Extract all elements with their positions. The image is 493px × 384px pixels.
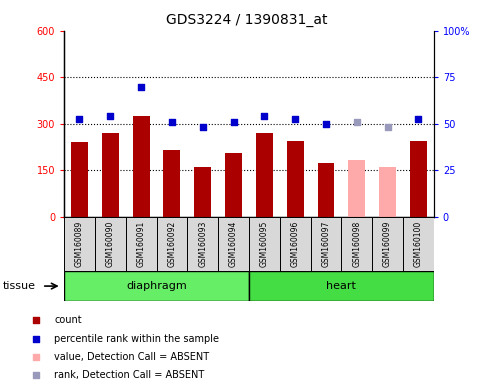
Bar (372, 217, 403, 271)
Point (291, 116, 299, 122)
Bar (95, 217, 126, 271)
Bar (256, 133, 273, 217)
Bar (126, 217, 157, 271)
Bar (225, 153, 242, 217)
Text: GSM160100: GSM160100 (414, 221, 423, 267)
Point (32, 372, 40, 378)
Bar (410, 141, 427, 217)
Bar (102, 133, 119, 217)
Bar (280, 217, 311, 271)
Text: GSM160093: GSM160093 (198, 221, 207, 267)
Point (260, 113, 268, 119)
Text: GDS3224 / 1390831_at: GDS3224 / 1390831_at (166, 13, 327, 27)
Text: GSM160094: GSM160094 (229, 221, 238, 267)
Text: diaphragm: diaphragm (126, 281, 187, 291)
Bar (403, 217, 434, 271)
Point (199, 124, 207, 130)
Text: GSM160091: GSM160091 (137, 221, 145, 267)
Text: GSM160092: GSM160092 (168, 221, 176, 267)
Point (32, 336, 40, 342)
Point (415, 116, 423, 122)
Point (32, 354, 40, 360)
Point (106, 113, 114, 119)
Text: GSM160099: GSM160099 (383, 221, 392, 267)
Bar (349, 159, 365, 217)
Bar (64, 271, 249, 301)
Bar (218, 217, 249, 271)
Text: GSM160090: GSM160090 (106, 221, 115, 267)
Text: value, Detection Call = ABSENT: value, Detection Call = ABSENT (54, 352, 210, 362)
Point (75, 116, 83, 122)
Point (322, 121, 330, 127)
Bar (341, 217, 372, 271)
Bar (317, 163, 334, 217)
Text: rank, Detection Call = ABSENT: rank, Detection Call = ABSENT (54, 370, 205, 380)
Text: tissue: tissue (2, 281, 35, 291)
Bar (287, 141, 304, 217)
Bar (249, 217, 280, 271)
Text: percentile rank within the sample: percentile rank within the sample (54, 334, 219, 344)
Bar (64, 217, 95, 271)
Text: GSM160089: GSM160089 (75, 221, 84, 267)
Bar (194, 167, 211, 217)
Bar (379, 167, 396, 217)
Point (137, 84, 145, 90)
Point (168, 119, 176, 126)
Point (384, 124, 391, 130)
Point (353, 119, 361, 126)
Bar (133, 116, 149, 217)
Bar (311, 217, 341, 271)
Text: GSM160096: GSM160096 (291, 221, 300, 267)
Text: heart: heart (326, 281, 356, 291)
Bar (71, 142, 88, 217)
Text: GSM160095: GSM160095 (260, 221, 269, 267)
Point (230, 119, 238, 126)
Text: GSM160098: GSM160098 (352, 221, 361, 267)
Bar (249, 271, 434, 301)
Bar (157, 217, 187, 271)
Text: GSM160097: GSM160097 (321, 221, 330, 267)
Bar (164, 150, 180, 217)
Bar (187, 217, 218, 271)
Text: count: count (54, 315, 82, 325)
Point (32, 317, 40, 323)
